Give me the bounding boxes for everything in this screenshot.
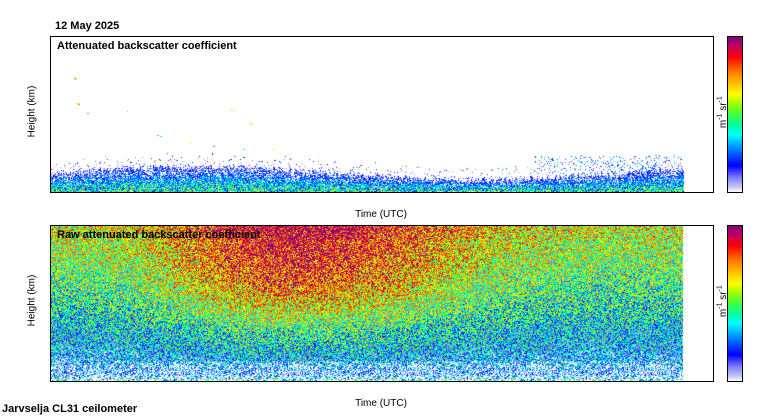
y-tick-mark <box>50 284 51 285</box>
x-tick-mark <box>272 192 273 193</box>
colorbar-tick-mark <box>742 192 743 193</box>
x-tick-mark <box>382 192 383 193</box>
x-tick-mark <box>161 381 162 382</box>
y-tick-mark <box>50 115 51 116</box>
plot-area-1[interactable]: Attenuated backscatter coefficient 01234… <box>50 36 714 193</box>
x-tick-mark <box>603 192 604 193</box>
colorbar-2: 10-410-510-610-7 <box>727 225 743 382</box>
y-tick-mark <box>50 226 51 227</box>
plot-title-1: Attenuated backscatter coefficient <box>57 40 237 52</box>
heatmap-canvas-2 <box>51 226 713 381</box>
x-tick-mark <box>51 381 52 382</box>
y-tick-mark <box>50 37 51 38</box>
date-label: 12 May 2025 <box>55 20 120 32</box>
colorbar-tick-mark <box>742 140 743 141</box>
x-tick-mark <box>603 381 604 382</box>
y-tick-mark <box>50 192 51 193</box>
y-tick-mark <box>50 76 51 77</box>
x-tick-mark <box>161 192 162 193</box>
station-label: Jarvselja CL31 ceilometer <box>2 403 138 415</box>
y-tick-mark <box>50 153 51 154</box>
colorbar-tick-mark <box>742 89 743 90</box>
x-tick-mark <box>51 192 52 193</box>
y-tick-mark <box>50 134 51 135</box>
y-tick-mark <box>50 56 51 57</box>
x-axis-label-1: Time (UTC) <box>355 209 407 220</box>
x-tick-mark <box>382 381 383 382</box>
y-tick-mark <box>50 173 51 174</box>
y-tick-mark <box>50 323 51 324</box>
y-axis-label-1: Height (km) <box>26 85 38 137</box>
colorbar-unit-2: m-1 sr-1 <box>716 284 730 317</box>
colorbar-unit-1: m-1 sr-1 <box>716 95 730 128</box>
colorbar-gradient-1 <box>728 37 742 192</box>
x-tick-mark <box>272 381 273 382</box>
y-axis-label-2: Height (km) <box>26 274 38 326</box>
x-tick-mark <box>492 192 493 193</box>
y-tick-mark <box>50 95 51 96</box>
colorbar-label-1: m-1 sr-1 <box>717 82 729 142</box>
colorbar-gradient-2 <box>728 226 742 381</box>
colorbar-1: 10-410-510-610-7 <box>727 36 743 193</box>
colorbar-tick-mark <box>742 278 743 279</box>
y-tick-mark <box>50 304 51 305</box>
x-tick-mark <box>713 381 714 382</box>
colorbar-tick-mark <box>742 226 743 227</box>
x-tick-mark <box>713 192 714 193</box>
plot-area-2[interactable]: Raw attenuated backscatter coefficient 0… <box>50 225 714 382</box>
y-tick-mark <box>50 362 51 363</box>
y-tick-mark <box>50 342 51 343</box>
y-tick-mark <box>50 265 51 266</box>
colorbar-label-2: m-1 sr-1 <box>717 271 729 331</box>
plot-title-2: Raw attenuated backscatter coefficient <box>57 229 261 241</box>
colorbar-tick-mark <box>742 329 743 330</box>
x-axis-label-2: Time (UTC) <box>355 398 407 409</box>
heatmap-canvas-1 <box>51 37 713 192</box>
y-tick-mark <box>50 381 51 382</box>
x-tick-mark <box>492 381 493 382</box>
colorbar-tick-mark <box>742 381 743 382</box>
y-tick-mark <box>50 245 51 246</box>
colorbar-tick-mark <box>742 37 743 38</box>
